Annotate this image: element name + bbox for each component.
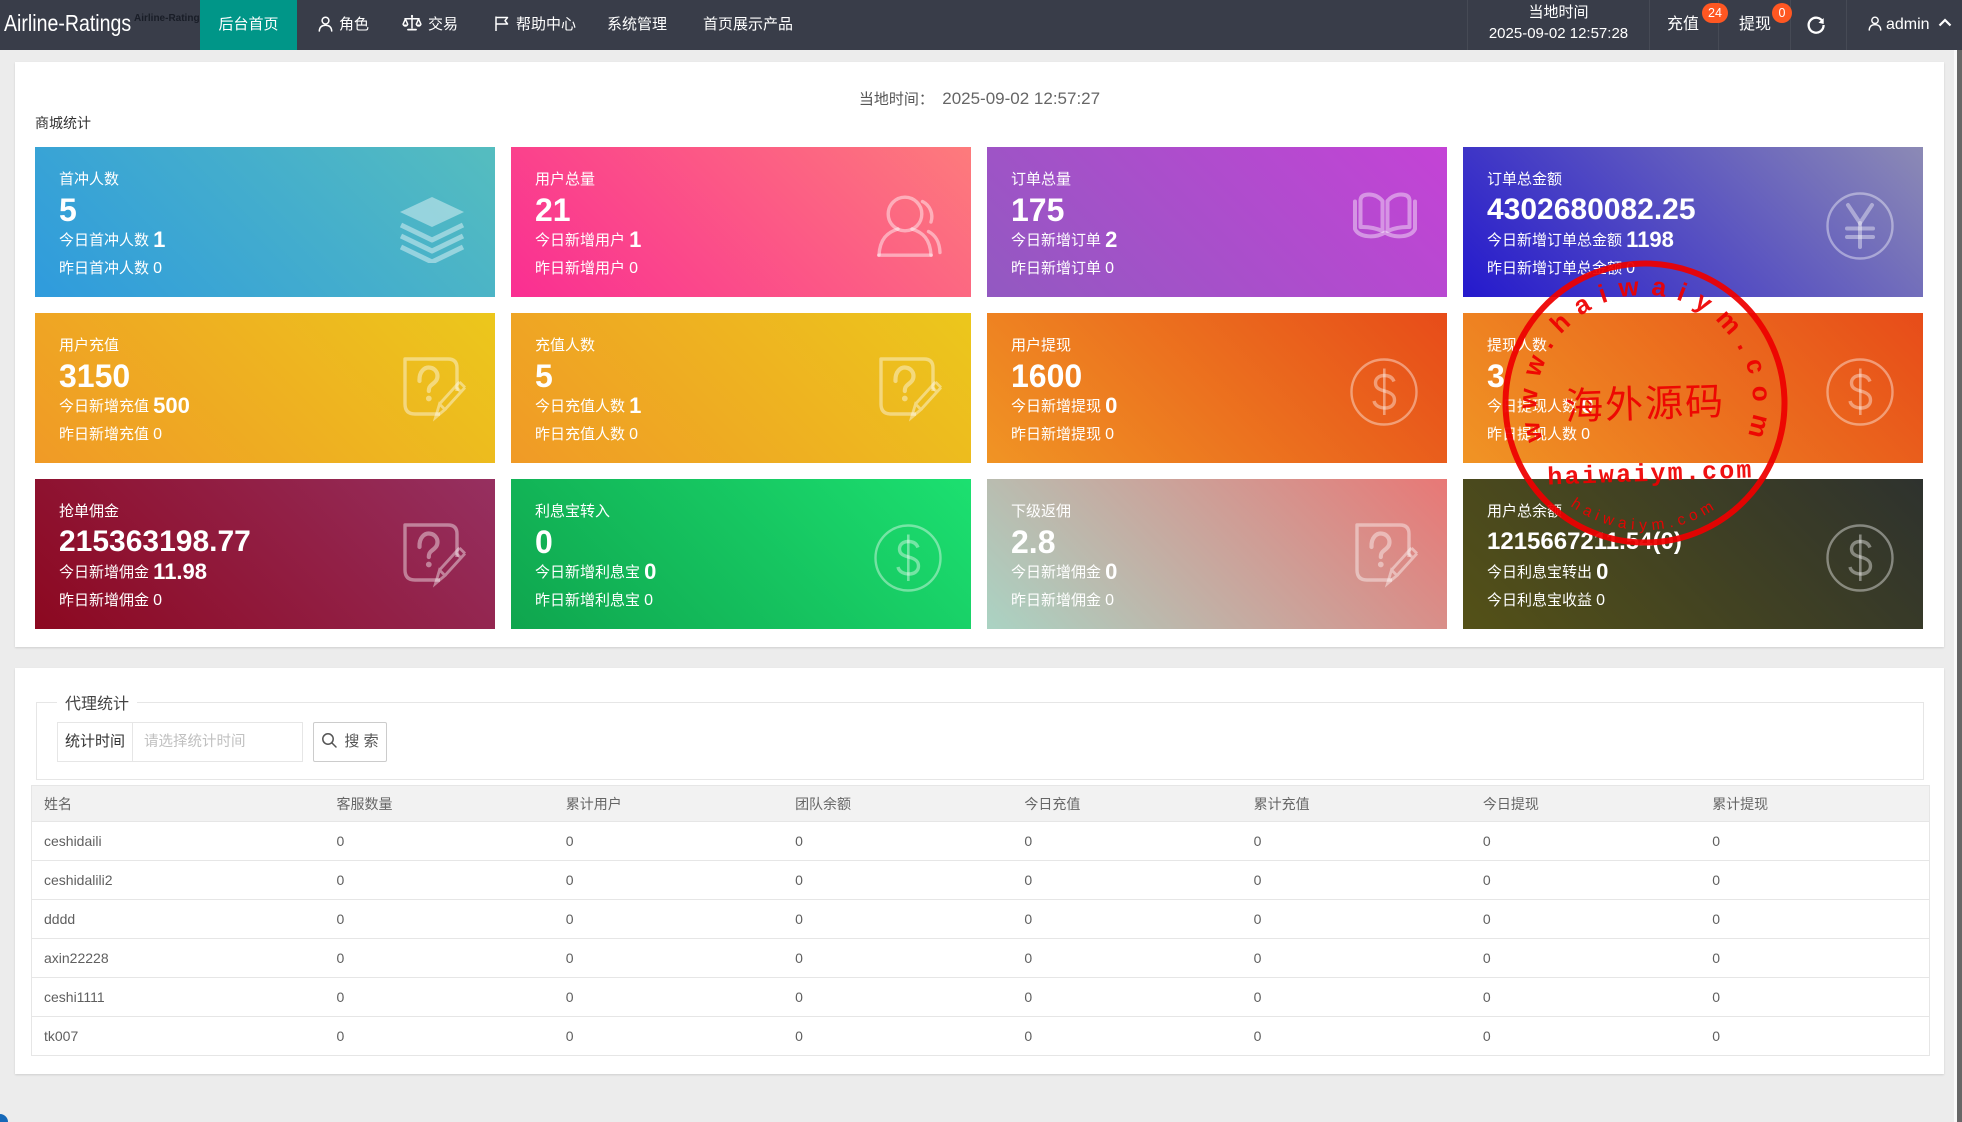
svg-text:海外源码: 海外源码 [1564, 381, 1725, 429]
svg-text:www.haiwaiym.com: www.haiwaiym.com [1507, 266, 1778, 461]
svg-text:haiwaiym.com: haiwaiym.com [1547, 456, 1754, 492]
